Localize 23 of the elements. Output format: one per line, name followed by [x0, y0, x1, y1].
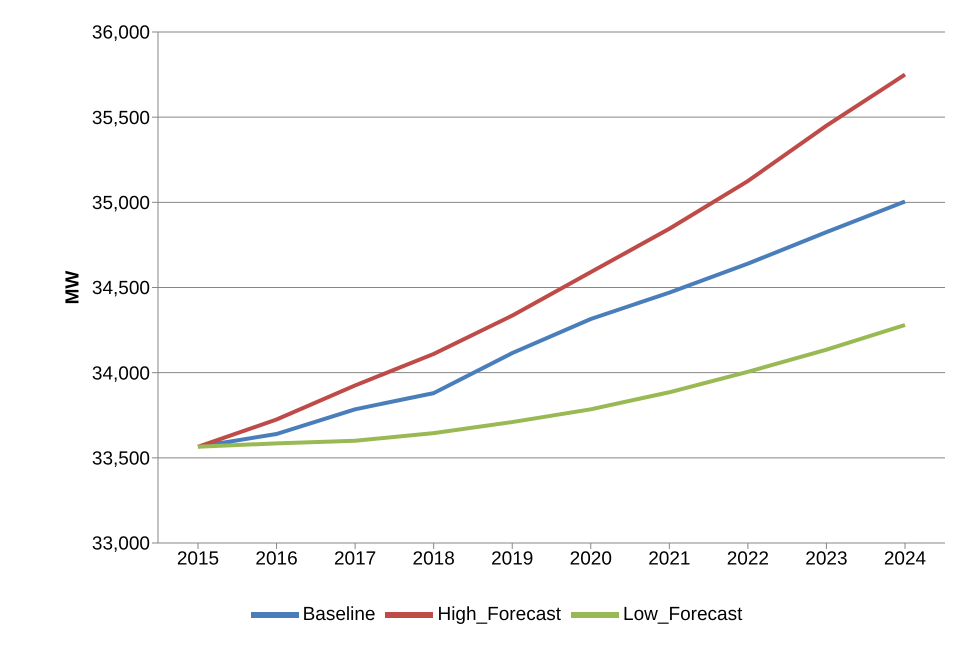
- x-tick-label: 2019: [491, 548, 534, 570]
- x-tick-label: 2020: [570, 548, 612, 570]
- legend-label: Low_Forecast: [623, 604, 742, 626]
- x-tick-label: 2017: [334, 548, 376, 570]
- x-tick-label: 2015: [176, 548, 220, 570]
- y-tick-label: 34,500: [92, 278, 150, 300]
- x-tick-label: 2022: [726, 548, 770, 570]
- x-tick-label: 2024: [884, 548, 927, 570]
- y-axis-title: MW: [62, 270, 84, 304]
- y-tick-label: 36,000: [92, 22, 150, 44]
- y-tick-label: 35,500: [92, 108, 150, 129]
- y-tick-label: 33,000: [92, 534, 150, 555]
- y-tick-label: 35,000: [92, 193, 150, 214]
- x-tick-label: 2018: [412, 548, 455, 570]
- x-tick-label: 2023: [805, 548, 848, 570]
- line-series: [196, 322, 907, 449]
- legend-label: High_Forecast: [437, 604, 562, 626]
- x-tick-label: 2016: [255, 548, 298, 570]
- legend-label: Baseline: [302, 604, 376, 626]
- y-tick-label: 33,500: [92, 448, 150, 470]
- y-tick-label: 34,000: [92, 363, 150, 384]
- x-tick-label: 2021: [648, 548, 690, 570]
- line-series: [196, 72, 907, 449]
